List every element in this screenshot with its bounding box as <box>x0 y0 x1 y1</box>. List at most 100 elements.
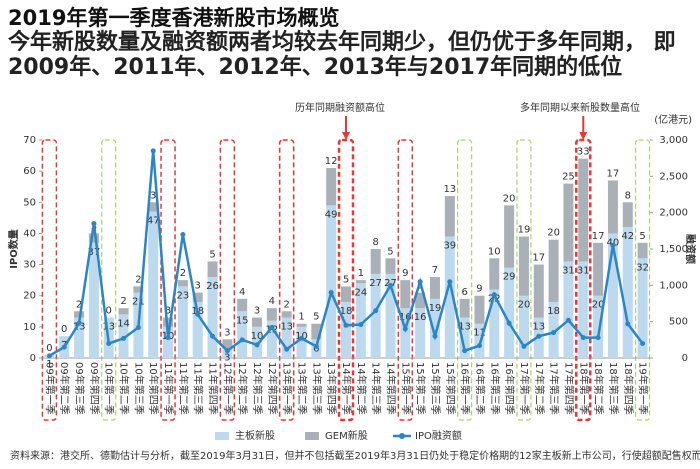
data-label: 13 <box>280 322 293 333</box>
x-tick-label: 16年第二季 <box>473 362 486 415</box>
data-label: 6 <box>461 287 467 298</box>
bar <box>459 298 470 318</box>
bar <box>563 261 574 358</box>
x-tick-label: 12年第四季 <box>266 362 279 415</box>
bar <box>311 323 322 340</box>
bar <box>355 283 366 358</box>
data-label: 9 <box>402 268 408 279</box>
line-point <box>491 292 497 298</box>
bar <box>474 295 485 324</box>
data-label: 20 <box>518 300 531 311</box>
bar <box>118 308 129 315</box>
highlight-box <box>278 139 295 421</box>
x-tick-label: 16年第四季 <box>503 362 516 415</box>
line-point <box>462 348 468 354</box>
x-tick-label: 18年第四季 <box>622 362 635 415</box>
bar <box>148 202 159 212</box>
x-tick-label: 09年第三季 <box>73 362 86 415</box>
data-label: 3 <box>195 281 201 292</box>
data-label: 17 <box>532 253 545 264</box>
x-tick-label: 15年第二季 <box>414 362 427 415</box>
source: 资料来源：港交所、德勤估计与分析，截至2019年3月31日，但并不包括截至201… <box>10 449 700 462</box>
line-point <box>76 320 82 326</box>
bar <box>133 286 144 293</box>
line-point <box>210 333 216 339</box>
y-tick-label: 40 <box>23 228 36 239</box>
data-label: 17 <box>592 231 605 242</box>
line-point <box>506 320 512 326</box>
data-label: 0 <box>106 306 112 317</box>
data-label: 3 <box>254 306 260 317</box>
x-tick-label: 17年第一季 <box>518 362 531 415</box>
line-point <box>625 321 631 327</box>
data-label: 47 <box>147 216 160 227</box>
x-tick-label: 18年第二季 <box>592 362 605 415</box>
line-point <box>165 335 171 341</box>
x-tick-label: 13年第二季 <box>296 362 309 415</box>
data-label: 8 <box>372 237 378 248</box>
x-tick-label: 13年第三季 <box>310 362 323 415</box>
data-label: 1 <box>46 359 52 370</box>
line-point <box>121 335 127 341</box>
line-point <box>224 348 230 354</box>
line-point <box>432 333 438 339</box>
y2-tick-label: 0 <box>682 353 688 364</box>
bar <box>370 273 381 358</box>
bar <box>548 239 559 302</box>
data-label: 20 <box>592 300 605 311</box>
highlight-box <box>41 139 58 421</box>
annotation: 多年同期以来新股数量高位 <box>520 101 640 114</box>
x-tick-label: 17年第四季 <box>562 362 575 415</box>
y-axis-label: IPO数量 <box>7 229 20 269</box>
highlight-box <box>457 139 473 421</box>
bar <box>504 205 515 268</box>
data-label: 19 <box>429 303 442 314</box>
bar <box>207 261 218 278</box>
bar <box>88 233 99 243</box>
data-label: 3 <box>224 353 230 364</box>
x-tick-label: 14年第二季 <box>355 362 368 415</box>
line-point <box>536 333 542 339</box>
data-label: 23 <box>177 290 190 301</box>
x-tick-label: 12年第三季 <box>251 362 264 415</box>
data-label: 1 <box>298 312 304 323</box>
bar <box>400 308 411 358</box>
line-point <box>358 322 364 328</box>
bar <box>607 180 618 234</box>
data-label: 2 <box>76 299 82 310</box>
y2-tick-label: 500 <box>669 317 688 328</box>
line-point <box>595 335 601 341</box>
x-tick-label: 17年第三季 <box>548 362 561 415</box>
y2-unit: (亿港元) <box>654 113 692 126</box>
data-label: 13 <box>458 322 471 333</box>
data-label: 26 <box>206 281 219 292</box>
data-label: 13 <box>102 322 115 333</box>
bar <box>266 320 277 358</box>
highlight-box <box>634 139 651 421</box>
bar <box>504 267 515 358</box>
data-label: 21 <box>132 297 145 308</box>
data-label: 16 <box>399 312 412 323</box>
data-label: 10 <box>251 331 264 342</box>
line-point <box>269 324 275 330</box>
bar <box>266 308 277 321</box>
data-label: 1 <box>358 268 364 279</box>
x-tick-label: 11年第一季 <box>162 362 175 415</box>
data-label: 33 <box>577 147 590 158</box>
x-tick-label: 18年第一季 <box>577 362 590 415</box>
y2-tick-label: 3,000 <box>659 135 688 146</box>
data-label: 5 <box>387 246 393 257</box>
bar <box>637 242 648 259</box>
bar <box>355 280 366 284</box>
line-point <box>313 343 319 349</box>
data-label: 5 <box>209 249 215 260</box>
bar <box>518 236 529 296</box>
legend-label: 主板新股 <box>235 429 275 442</box>
data-label: 5 <box>639 231 645 242</box>
data-label: 8 <box>625 190 631 201</box>
bar <box>237 298 248 312</box>
data-label: 2 <box>135 274 141 285</box>
x-tick-label: 15年第一季 <box>399 362 412 415</box>
line-point <box>402 326 408 332</box>
